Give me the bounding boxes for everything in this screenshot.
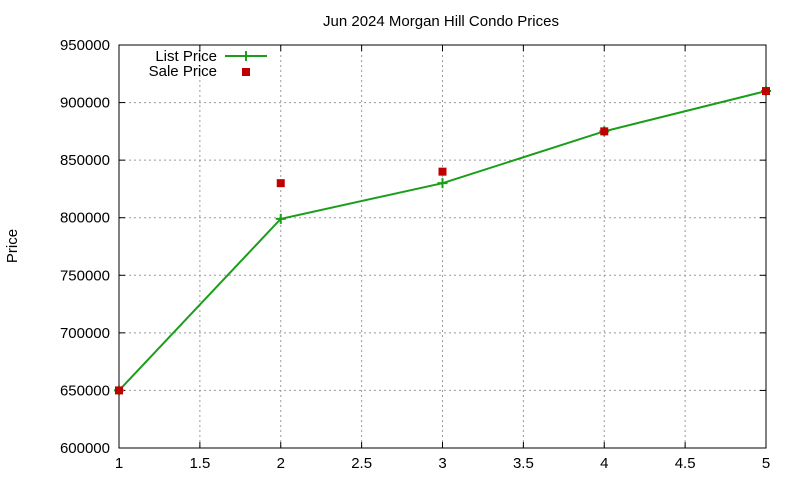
- legend-label-list-price: List Price: [155, 48, 217, 65]
- y-tick-label: 600000: [60, 440, 110, 457]
- y-tick-label: 950000: [60, 37, 110, 54]
- x-tick-label: 2.5: [351, 455, 372, 472]
- x-tick-label: 2: [277, 455, 285, 472]
- sale-price-point: [600, 127, 609, 136]
- series: [114, 86, 771, 396]
- axis-ticks: 1 1.5 2 2.5 3 3.5 4 4.5 5 600000 650000 700000 75000…: [60, 37, 770, 472]
- x-tick-label: 5: [762, 455, 770, 472]
- grid: [119, 45, 766, 448]
- y-axis-label: Price: [4, 229, 21, 263]
- y-tick-label: 650000: [60, 382, 110, 399]
- x-tick-label: 1: [115, 455, 123, 472]
- y-tick-label: 700000: [60, 325, 110, 342]
- x-tick-label: 1.5: [189, 455, 210, 472]
- legend-marker-list-price: [241, 51, 251, 61]
- x-tick-label: 4.5: [675, 455, 696, 472]
- sale-price-point: [115, 386, 123, 395]
- list-price-point: [275, 213, 286, 224]
- y-tick-label: 750000: [60, 267, 110, 284]
- x-tick-label: 3: [438, 455, 446, 472]
- x-tick-label: 4: [600, 455, 608, 472]
- list-price-point: [437, 178, 448, 189]
- sale-price-point: [276, 179, 285, 188]
- legend: List Price Sale Price: [149, 48, 267, 80]
- x-tick-label: 3.5: [513, 455, 534, 472]
- chart-title: Jun 2024 Morgan Hill Condo Prices: [323, 13, 559, 30]
- sale-price-point: [438, 167, 447, 176]
- y-tick-label: 900000: [60, 95, 110, 112]
- y-tick-label: 850000: [60, 152, 110, 169]
- legend-marker-sale-price: [242, 68, 250, 76]
- y-tick-label: 800000: [60, 210, 110, 227]
- legend-label-sale-price: Sale Price: [149, 63, 217, 80]
- sale-price-point: [762, 87, 770, 96]
